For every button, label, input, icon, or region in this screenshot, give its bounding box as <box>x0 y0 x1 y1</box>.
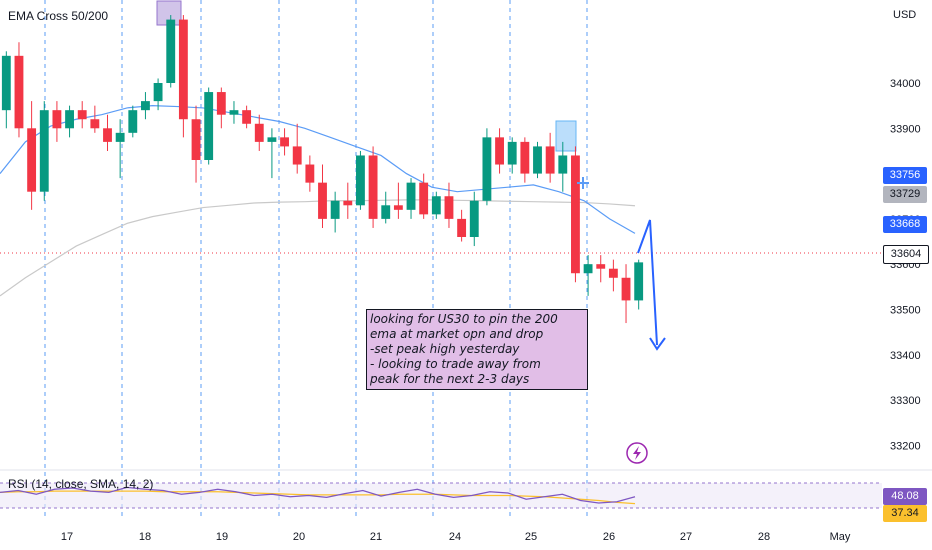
x-tick-label: 27 <box>680 531 692 543</box>
candle-body <box>128 110 138 133</box>
arrow-head <box>649 337 666 351</box>
candle-body <box>90 119 100 129</box>
time-axis[interactable]: 17 18 19 20 21 24 25 26 27 28 May <box>61 531 851 543</box>
candle-body <box>507 141 517 165</box>
candle-body <box>533 146 542 174</box>
x-tick-label: 28 <box>758 531 770 543</box>
candle-body <box>141 101 150 111</box>
note-line: - looking to trade away from <box>370 357 541 371</box>
candle-body <box>356 155 365 206</box>
x-tick-label: May <box>830 531 851 543</box>
y-tick-label: 33500 <box>890 304 921 316</box>
candle-body <box>343 200 353 206</box>
candle-body <box>634 262 644 301</box>
candle-body <box>103 128 112 142</box>
candle-body <box>520 141 530 174</box>
candle-body <box>368 155 378 219</box>
rsi-ma-line <box>0 490 636 505</box>
lightning-icon[interactable] <box>626 442 648 464</box>
note-line: looking for US30 to pin the 200 <box>370 312 558 326</box>
rsi-title[interactable]: RSI (14, close, SMA, 14, 2) <box>8 477 154 491</box>
candle-body <box>393 205 403 210</box>
candle-body <box>1 55 11 111</box>
price-tag-last: 33604 <box>883 245 929 264</box>
note-line: ema at market opn and drop <box>370 327 544 341</box>
candle-body <box>330 200 340 219</box>
price-axis[interactable]: 3400033900338003370033600335003340033300… <box>890 78 921 452</box>
x-tick-label: 18 <box>139 531 151 543</box>
candle-body <box>280 137 289 147</box>
candle-body <box>292 146 302 165</box>
candle-body <box>545 146 555 174</box>
rsi-line <box>0 486 636 504</box>
x-tick-label: 20 <box>293 531 305 543</box>
currency-label: USD <box>893 9 917 21</box>
note-line: peak for the next 2-3 days <box>370 372 530 386</box>
candle-body <box>608 268 618 278</box>
candle-body <box>558 155 568 174</box>
candle-body <box>621 277 631 301</box>
candle-body <box>406 182 416 210</box>
candle-body <box>431 196 441 215</box>
y-tick-label: 33300 <box>890 395 921 407</box>
candle-body <box>216 92 226 115</box>
candle-body <box>267 137 277 142</box>
candle-body <box>115 132 125 142</box>
candle-body <box>381 205 391 219</box>
candle-body <box>571 155 580 274</box>
rsi-value-tag: 48.08 <box>883 488 927 505</box>
y-tick-label: 34000 <box>890 78 921 90</box>
candle-body <box>191 119 201 160</box>
candle-body <box>52 110 62 129</box>
x-tick-label: 26 <box>603 531 615 543</box>
candle-body <box>254 123 264 142</box>
candle-body <box>583 264 593 274</box>
candle-body <box>419 182 429 215</box>
candle-body <box>204 92 214 160</box>
candle-body <box>229 110 239 115</box>
candle-body <box>469 200 479 237</box>
candle-body <box>166 19 176 84</box>
price-tag-ema50: 33756 <box>883 167 927 184</box>
candle-body <box>39 110 49 192</box>
candle-body <box>242 110 252 124</box>
x-tick-label: 21 <box>370 531 382 543</box>
candle-body <box>27 128 37 192</box>
x-tick-label: 17 <box>61 531 73 543</box>
candlestick-series <box>1 15 644 324</box>
candle-body <box>65 110 74 129</box>
peak-highlight-box-blue[interactable] <box>555 120 577 152</box>
candle-body <box>14 55 24 129</box>
y-tick-label: 33400 <box>890 350 921 362</box>
candle-body <box>495 137 504 165</box>
candle-body <box>153 83 163 102</box>
candle-body <box>482 137 492 201</box>
price-tag-ema50-last: 33668 <box>883 216 927 233</box>
candle-body <box>318 182 327 219</box>
candle-body <box>457 218 467 237</box>
ema-200-line <box>0 199 636 297</box>
candle-body <box>596 264 606 269</box>
x-tick-label: 19 <box>216 531 228 543</box>
y-tick-label: 33200 <box>890 440 921 452</box>
note-line: -set peak high yesterday <box>370 342 520 356</box>
x-tick-label: 24 <box>449 531 461 543</box>
x-tick-label: 25 <box>525 531 537 543</box>
indicator-title[interactable]: EMA Cross 50/200 <box>8 9 109 23</box>
candle-body <box>77 110 87 120</box>
ema-50-line <box>0 105 636 234</box>
candle-body <box>178 19 188 120</box>
crosshair-icon[interactable] <box>577 177 589 189</box>
candle-body <box>444 196 454 219</box>
candle-body <box>305 164 315 183</box>
y-tick-label: 33900 <box>890 123 921 135</box>
session-separators <box>44 0 588 520</box>
price-tag-ema200: 33729 <box>883 186 927 203</box>
annotation-note[interactable]: looking for US30 to pin the 200 ema at m… <box>366 309 588 390</box>
rsi-ma-value-tag: 37.34 <box>883 505 927 522</box>
projection-arrow[interactable] <box>637 219 658 346</box>
